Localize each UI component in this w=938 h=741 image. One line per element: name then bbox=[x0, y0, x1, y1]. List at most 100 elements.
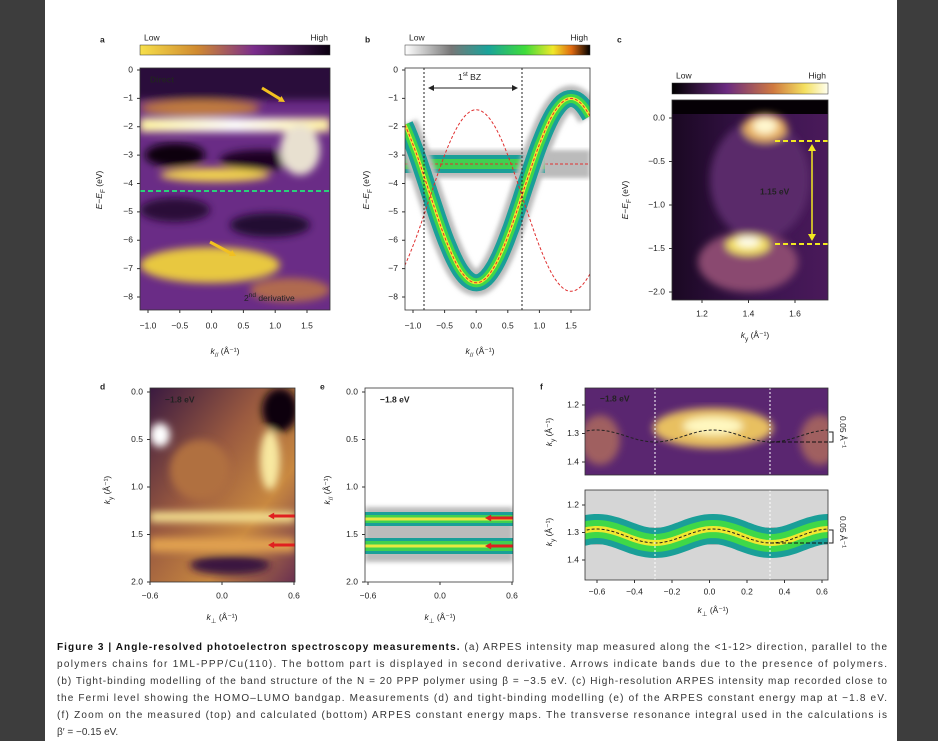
text-part: nd bbox=[249, 292, 257, 299]
y-axis-label: E−EF (eV) bbox=[361, 170, 374, 209]
text-part: y bbox=[108, 496, 115, 500]
x-tick-label: 1.5 bbox=[565, 320, 577, 330]
plot-frame bbox=[584, 489, 829, 581]
text-part: (Å⁻¹) bbox=[218, 346, 239, 356]
y-tick-label: −3 bbox=[388, 149, 398, 159]
y-tick-label: 1.4 bbox=[567, 554, 579, 564]
band-yellow bbox=[365, 517, 513, 521]
text-part: F bbox=[626, 199, 633, 203]
arrow-head bbox=[278, 95, 285, 102]
colorbar-high: High bbox=[571, 32, 589, 42]
inset-label: −1.8 eV bbox=[380, 394, 410, 404]
blob bbox=[262, 388, 295, 432]
x-tick-label: −1.0 bbox=[405, 320, 422, 330]
text-part: F bbox=[367, 189, 374, 193]
inset-label: −1.8 eV bbox=[600, 393, 630, 403]
y-tick-label: 1.2 bbox=[567, 399, 579, 409]
caption-text: (f) Zoom on the measured (top) and calcu… bbox=[57, 710, 887, 721]
text-part: st bbox=[463, 71, 468, 78]
colorbar-low: Low bbox=[409, 32, 425, 42]
y-axis-label: E−EF (eV) bbox=[94, 170, 107, 209]
text-part: derivative bbox=[256, 293, 295, 303]
arrowhead bbox=[808, 144, 816, 151]
y-tick-label: −5 bbox=[123, 206, 133, 216]
plot-frame bbox=[364, 387, 514, 583]
x-tick-label: 0.5 bbox=[237, 320, 249, 330]
y-tick-label: −2 bbox=[388, 121, 398, 131]
x-tick-label: −0.6 bbox=[142, 590, 159, 600]
y-tick-label: −1 bbox=[123, 93, 133, 103]
blob bbox=[260, 430, 280, 490]
image-group bbox=[672, 100, 828, 300]
bracket bbox=[829, 529, 834, 544]
side-label: 0.05 Å⁻¹ bbox=[838, 416, 848, 448]
x-tick-label: 0.0 bbox=[216, 590, 228, 600]
y-tick-label: −3 bbox=[123, 149, 133, 159]
y-tick-label: −0.5 bbox=[648, 156, 665, 166]
text-part: k bbox=[741, 330, 746, 340]
x-tick-label: −0.5 bbox=[171, 320, 188, 330]
text-part: (Å⁻¹) bbox=[322, 475, 332, 496]
panel-label: e bbox=[320, 381, 325, 391]
plot-frame bbox=[671, 99, 829, 301]
heatmap-blobs bbox=[150, 388, 295, 575]
y-axis-label: ky (Å⁻¹) bbox=[544, 418, 557, 447]
plot-frame bbox=[404, 67, 591, 311]
blob bbox=[140, 247, 280, 283]
text-part: (eV) bbox=[620, 180, 630, 199]
blob bbox=[736, 237, 760, 247]
heatmap-blobs bbox=[140, 68, 330, 302]
y-tick-label: 1.5 bbox=[131, 529, 143, 539]
panel-label: b bbox=[365, 34, 370, 44]
x-tick-label: −0.5 bbox=[436, 320, 453, 330]
arrow-head bbox=[229, 250, 236, 257]
y-axis-label: E−EF (eV) bbox=[620, 180, 633, 219]
x-tick-label: 1.6 bbox=[789, 308, 801, 318]
x-axis-label: ky (Å⁻¹) bbox=[741, 330, 770, 343]
y-tick-label: 0.5 bbox=[131, 434, 143, 444]
blob bbox=[190, 555, 270, 575]
text-part: (Å⁻¹) bbox=[544, 518, 554, 539]
y-tick-label: −4 bbox=[123, 178, 133, 188]
colorbar-low: Low bbox=[676, 70, 692, 80]
x-tick-label: 0.2 bbox=[741, 586, 753, 596]
panel-label: c bbox=[617, 34, 622, 44]
y-tick-label: 1.3 bbox=[567, 527, 579, 537]
text-part: BZ bbox=[468, 72, 481, 82]
caption-line: (f) Zoom on the measured (top) and calcu… bbox=[57, 710, 887, 721]
heatmap-blobs bbox=[585, 408, 828, 465]
arrowhead bbox=[512, 85, 518, 91]
text-part: 1 bbox=[458, 72, 463, 82]
plot-frame bbox=[584, 387, 829, 476]
side-label: 0.05 Å⁻¹ bbox=[838, 516, 848, 548]
band-yellow bbox=[365, 544, 513, 548]
blob bbox=[150, 512, 295, 522]
x-axis-label: k// (Å⁻¹) bbox=[466, 346, 495, 359]
text-part: k bbox=[544, 541, 554, 546]
text-part: k bbox=[466, 346, 471, 356]
x-tick-label: 0.6 bbox=[816, 586, 828, 596]
x-tick-label: 1.0 bbox=[533, 320, 545, 330]
image-group bbox=[365, 388, 513, 582]
text-part: ⊥ bbox=[702, 611, 708, 618]
x-tick-label: 0.0 bbox=[434, 590, 446, 600]
y-tick-label: −6 bbox=[123, 235, 133, 245]
y-tick-label: 1.0 bbox=[346, 481, 358, 491]
x-tick-label: −0.6 bbox=[360, 590, 377, 600]
text-part: (eV) bbox=[361, 170, 371, 189]
y-tick-label: 0 bbox=[393, 64, 398, 74]
text-part: F bbox=[100, 189, 107, 193]
y-tick-label: 1.3 bbox=[567, 428, 579, 438]
arrowhead bbox=[428, 85, 434, 91]
plot-frame bbox=[139, 67, 331, 311]
blob bbox=[753, 118, 777, 134]
text-part: y bbox=[745, 336, 749, 343]
x-axis-label: k⊥ (Å⁻¹) bbox=[698, 605, 729, 618]
image-group bbox=[405, 68, 590, 310]
y-tick-label: 2.0 bbox=[346, 576, 358, 586]
text-part: // bbox=[328, 496, 335, 500]
colorbar-high: High bbox=[809, 70, 827, 80]
blob bbox=[800, 415, 828, 465]
text-part: y bbox=[550, 438, 557, 442]
